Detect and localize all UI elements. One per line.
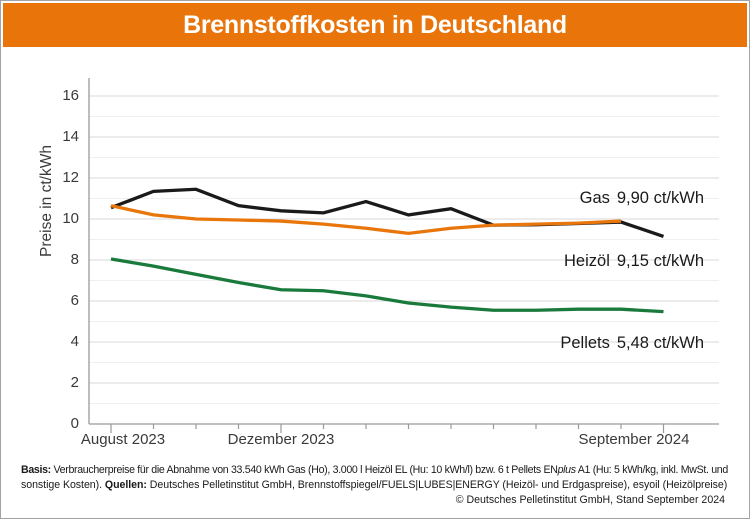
x-axis-label-august-2023: August 2023	[80, 431, 166, 448]
series-line-pellets	[110, 257, 664, 314]
series-value-heizoel: 9,15 ct/kWh	[616, 252, 704, 270]
y-tick-label: 2	[70, 374, 79, 391]
y-tick-label: 6	[70, 292, 79, 309]
page-title: Brennstoffkosten in Deutschland	[183, 10, 567, 39]
x-axis-label-september-2024: September 2024	[578, 431, 690, 448]
series-label-pellets: Pellets 5,48 ct/kWh	[560, 333, 704, 353]
y-tick-label: 4	[70, 333, 79, 350]
series-value-pellets: 5,48 ct/kWh	[616, 334, 704, 352]
y-tick-label: 0	[70, 415, 79, 432]
footnote: Basis: Verbraucherpreise für die Abnahme…	[21, 463, 728, 509]
series-label-gas: Gas 9,90 ct/kWh	[580, 188, 704, 208]
series-name-heizoel: Heizöl	[564, 252, 610, 270]
title-banner: Brennstoffkosten in Deutschland	[3, 3, 747, 47]
y-tick-label: 12	[62, 169, 79, 186]
gridlines	[89, 95, 719, 404]
series-label-heizoel: Heizöl 9,15 ct/kWh	[564, 251, 704, 271]
y-tick-label: 16	[62, 87, 79, 104]
series-value-gas: 9,90 ct/kWh	[616, 189, 704, 207]
y-tick-label: 10	[62, 210, 79, 227]
series-name-pellets: Pellets	[560, 334, 610, 352]
y-tick-label: 8	[70, 251, 79, 268]
axes	[88, 78, 719, 425]
copyright-line: © Deutsches Pelletinstitut GmbH, Stand S…	[455, 494, 725, 507]
series-line-gas	[110, 204, 622, 236]
x-axis-ticks	[110, 424, 665, 433]
y-tick-label: 14	[62, 128, 79, 145]
footnote-line2: sonstige Kosten). Quellen: Deutsches Pel…	[21, 479, 728, 492]
series-name-gas: Gas	[579, 189, 610, 207]
footnote-line1: Basis: Verbraucherpreise für die Abnahme…	[21, 464, 728, 476]
x-axis-label-dezember-2023: Dezember 2023	[227, 431, 335, 448]
